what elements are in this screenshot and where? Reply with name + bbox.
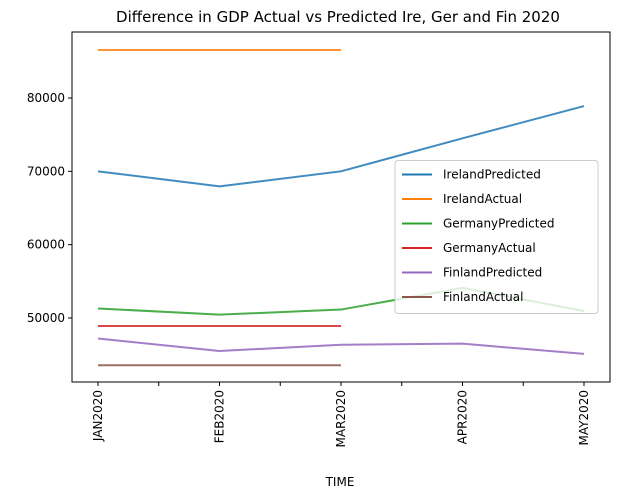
series-line (97, 105, 585, 188)
legend-box (394, 160, 599, 314)
legend-label: IrelandPredicted (443, 168, 541, 182)
x-tick-label: MAY2020 (577, 390, 591, 446)
legend-label: IrelandActual (443, 192, 522, 206)
legend-label: GermanyActual (443, 241, 536, 255)
x-axis-label: TIME (325, 475, 355, 489)
series-line (97, 337, 585, 355)
y-tick-label: 50000 (27, 311, 65, 325)
y-tick-label: 80000 (27, 91, 65, 105)
legend-label: GermanyPredicted (443, 217, 555, 231)
x-tick-label: JAN2020 (91, 390, 105, 442)
axes-frame (71, 31, 611, 383)
y-tick-label: 60000 (27, 238, 65, 252)
y-tick-label: 70000 (27, 164, 65, 178)
x-tick-label: FEB2020 (213, 390, 227, 443)
x-tick-label: MAR2020 (334, 390, 348, 447)
chart-title: Difference in GDP Actual vs Predicted Ir… (116, 8, 560, 26)
legend-label: FinlandActual (443, 290, 523, 304)
legend-label: FinlandPredicted (443, 266, 542, 280)
x-tick-label: APR2020 (456, 390, 470, 444)
